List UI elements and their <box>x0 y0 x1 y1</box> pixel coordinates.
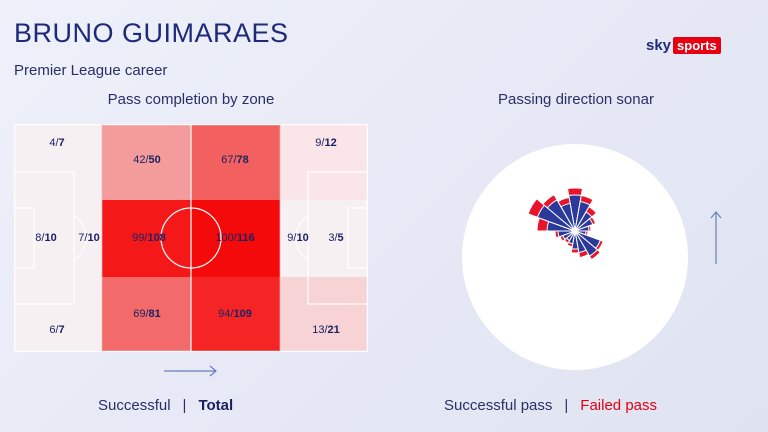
zone-label: 99/108 <box>132 232 166 244</box>
pitch-heading: Pass completion by zone <box>107 91 275 108</box>
subtitle: Premier League career <box>14 62 168 79</box>
player-name-title: BRUNO GUIMARAES <box>14 18 289 48</box>
zone-label: 6/7 <box>49 324 65 336</box>
zone-label: 67/78 <box>221 154 249 166</box>
sonar-successful-wedge <box>571 230 579 250</box>
zone-label: 13/21 <box>312 324 340 336</box>
sonar-successful-wedge <box>574 218 594 232</box>
legend-successful: Successful <box>98 397 171 414</box>
zone-centre-right-top <box>191 124 280 200</box>
attack-direction-arrow-icon <box>164 365 217 377</box>
attack-direction-up-arrow-icon <box>710 211 722 264</box>
zone-label: 4/7 <box>49 137 65 149</box>
zone-centre-right-bottom <box>191 277 280 352</box>
logo-sports-text: sports <box>673 36 721 54</box>
zone-centre-left-bottom <box>102 277 191 352</box>
zone-label: 9/10 <box>287 232 309 244</box>
zone-right-bottom <box>280 277 368 352</box>
logo-sky-text: sky <box>646 36 672 54</box>
zone-label: 69/81 <box>133 308 161 320</box>
sonar-legend: Successful pass | Failed pass <box>444 397 657 414</box>
zone-right-top <box>280 124 368 200</box>
sonar-successful-wedge <box>574 230 598 257</box>
zone-label: 8/10 <box>35 232 57 244</box>
zone-centre-left-top <box>102 124 191 200</box>
zone-label: 9/12 <box>315 137 337 149</box>
legend-failed-pass: Failed pass <box>580 397 658 414</box>
zone-label: 94/109 <box>218 308 252 320</box>
pitch-legend: Successful | Total <box>98 397 233 414</box>
sonar-successful-wedge <box>560 202 576 232</box>
sky-sports-logo: sky sports <box>646 36 721 54</box>
sonar-successful-wedge <box>574 225 590 232</box>
zone-label: 7/10 <box>78 232 100 244</box>
sonar-background <box>462 144 688 370</box>
pitch-zone-map: 4/7 8/10 7/10 6/7 42/50 99/108 69/81 67/… <box>14 124 368 352</box>
pitch-markings <box>14 124 368 352</box>
legend-separator: | <box>182 397 187 414</box>
legend-successful-pass: Successful pass <box>444 397 553 414</box>
passing-sonar-chart <box>527 187 604 261</box>
legend-total: Total <box>198 397 234 414</box>
zone-label: 42/50 <box>133 154 161 166</box>
sonar-heading: Passing direction sonar <box>498 91 654 108</box>
zone-label: 3/5 <box>328 232 344 244</box>
legend-separator: | <box>564 397 569 414</box>
sonar-successful-wedge <box>546 199 576 232</box>
zone-label: 100/116 <box>215 232 255 244</box>
